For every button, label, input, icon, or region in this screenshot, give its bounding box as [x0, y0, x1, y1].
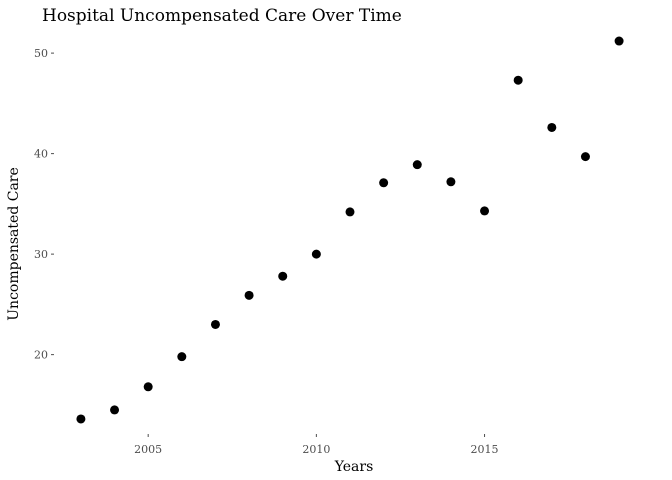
y-axis: 20 30 40 50: [34, 47, 54, 362]
data-point: [143, 382, 153, 392]
y-tick-label: 40: [34, 148, 48, 161]
data-point: [278, 271, 288, 281]
data-point: [210, 319, 220, 329]
y-tick-label: 50: [34, 47, 48, 60]
data-point: [76, 414, 86, 424]
x-tick-label: 2015: [471, 443, 499, 456]
data-point: [480, 206, 490, 216]
data-point: [177, 352, 187, 362]
data-point: [110, 405, 120, 415]
data-point: [345, 207, 355, 217]
data-points: [76, 36, 624, 424]
data-point: [379, 178, 389, 188]
data-point: [513, 75, 523, 85]
x-tick-label: 2010: [302, 443, 330, 456]
data-point: [614, 36, 624, 46]
data-point: [547, 122, 557, 132]
y-tick-label: 20: [34, 349, 48, 362]
x-tick-label: 2005: [134, 443, 162, 456]
chart-title: Hospital Uncompensated Care Over Time: [42, 6, 402, 26]
x-axis-label: Years: [334, 459, 374, 475]
data-point: [412, 160, 422, 170]
y-tick-label: 30: [34, 248, 48, 261]
y-axis-label: Uncompensated Care: [6, 167, 22, 321]
data-point: [311, 249, 321, 259]
data-point: [580, 152, 590, 162]
data-point: [244, 290, 254, 300]
x-axis: 2005 2010 2015: [134, 434, 499, 456]
data-point: [446, 177, 456, 187]
